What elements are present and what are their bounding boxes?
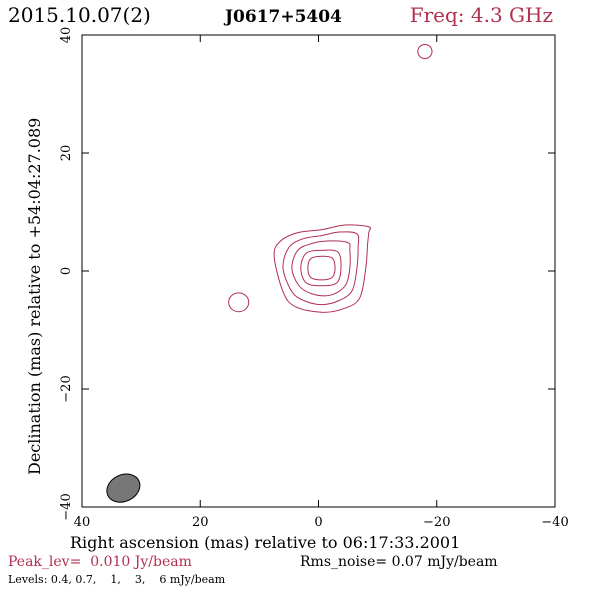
y-tick-label: 0 bbox=[59, 267, 74, 275]
rms-noise-text: Rms_noise= 0.07 mJy/beam bbox=[300, 554, 498, 570]
beam-ellipse bbox=[106, 473, 141, 503]
core-contour-4 bbox=[307, 255, 336, 281]
component-contour-0 bbox=[228, 292, 250, 313]
y-tick-label: −40 bbox=[59, 493, 74, 520]
core-contour-0 bbox=[273, 224, 372, 313]
header-freq: Freq: 4.3 GHz bbox=[410, 3, 553, 27]
core-contour-3 bbox=[300, 249, 342, 287]
y-tick-label: 40 bbox=[59, 27, 74, 44]
x-tick-label: 0 bbox=[314, 515, 322, 530]
header-source: J0617+5404 bbox=[223, 7, 342, 27]
plot-frame bbox=[81, 34, 556, 508]
y-tick-label: 20 bbox=[59, 145, 74, 162]
tick-label-layer: 40 20 0 −20 −40 −40 −20 0 20 40 bbox=[59, 27, 569, 530]
contour-levels-text: Levels: 0.4, 0.7, 1, 3, 6 mJy/beam bbox=[8, 573, 226, 586]
x-tick-label: 40 bbox=[74, 515, 91, 530]
x-axis-label: Right ascension (mas) relative to 06:17:… bbox=[70, 533, 460, 552]
y-tick-label: −20 bbox=[59, 375, 74, 402]
core-contour-1 bbox=[282, 231, 360, 306]
x-tick-label: −20 bbox=[423, 515, 450, 530]
x-tick-label: 20 bbox=[192, 515, 209, 530]
x-tick-label: −40 bbox=[541, 515, 568, 530]
component-contour-1 bbox=[417, 43, 433, 60]
header-date: 2015.10.07(2) bbox=[8, 3, 151, 27]
y-axis-label: Declination (mas) relative to +54:04:27.… bbox=[25, 118, 44, 475]
tick-layer bbox=[81, 34, 556, 508]
contour-layer bbox=[106, 43, 433, 503]
core-contour-2 bbox=[291, 240, 351, 297]
peak-level-text: Peak_lev= 0.010 Jy/beam bbox=[8, 554, 192, 570]
